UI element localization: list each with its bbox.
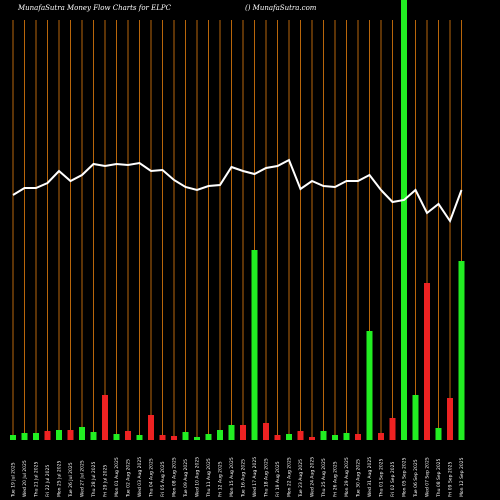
x-tick-label: Fri 22 Jul 2025 [45,465,51,497]
x-tick-label: Mon 08 Aug 2025 [172,457,178,497]
x-tick-label: Fri 09 Sep 2025 [448,462,454,497]
bar [228,425,235,440]
bar [251,250,258,440]
x-tick-label: Tue 06 Sep 2025 [413,459,419,498]
bar [182,432,189,440]
bar [10,435,16,440]
chart-title: MunafaSutra Money Flow Charts for ELPC [17,4,172,12]
bar [79,427,85,440]
bar [102,395,108,440]
x-tick-label: Tue 02 Aug 2025 [126,459,132,498]
bar [90,432,97,440]
bar [205,434,212,440]
price-line [12,158,463,224]
x-tick-label: Wed 10 Aug 2025 [195,457,201,497]
x-tick-label: Mon 22 Aug 2025 [287,457,293,497]
bar [21,433,28,440]
x-tick-label: Mon 29 Aug 2025 [344,457,350,497]
bar [159,435,166,440]
x-tick-label: Mon 01 Aug 2025 [114,457,120,497]
bar [424,283,430,440]
x-tick-label: Wed 31 Aug 2025 [367,457,373,497]
bar [320,431,327,440]
x-tick-label: Thu 28 Jul 2025 [91,462,97,498]
x-tick-label: Tue 23 Aug 2025 [298,459,304,498]
bar [113,434,120,440]
x-tick-label: Thu 21 Jul 2025 [34,462,40,498]
x-tick-label: Mon 05 Sep 2025 [402,457,408,497]
x-tick-label: Thu 08 Sep 2025 [436,458,442,498]
x-tick-label: Tue 16 Aug 2025 [241,459,247,498]
bar [274,435,281,440]
x-tick-label: Wed 24 Aug 2025 [310,457,316,497]
bar [286,434,292,440]
bar [389,418,396,440]
x-tick-label: Thu 04 Aug 2025 [149,458,155,498]
bar [458,261,465,440]
x-tick-label: Fri 29 Jul 2025 [103,465,109,497]
bar [67,430,74,440]
bar [378,433,384,440]
x-tick-label: Fri 19 Aug 2025 [275,461,281,497]
bar [240,425,246,440]
chart-subtitle: () MunafaSutra.com [245,4,317,12]
x-tick-label: Fri 02 Sep 2025 [390,462,396,497]
x-tick-label: Tue 26 Jul 2025 [68,462,74,498]
x-tick-label: Mon 15 Aug 2025 [229,457,235,497]
bar [194,437,200,440]
x-tick-label: Tue 30 Aug 2025 [356,459,362,498]
bar [56,430,62,440]
bar [125,431,131,440]
x-tick-label: Thu 01 Sep 2025 [379,458,385,498]
bar [297,431,304,440]
bar [355,434,361,440]
x-tick-label: Wed 07 Sep 2025 [425,457,431,497]
bar [447,398,453,440]
x-tick-label: Thu 18 Aug 2025 [264,458,270,498]
bar [366,331,373,440]
bar [343,433,350,440]
bar [309,437,315,440]
bar [412,395,419,440]
x-tick-label: Tue 09 Aug 2025 [183,459,189,498]
bar [136,435,143,440]
x-tick-label: Fri 26 Aug 2025 [333,461,339,497]
x-tick-label: Fri 12 Aug 2025 [218,461,224,497]
bar [44,431,51,440]
x-tick-label: Mon 12 Sep 2025 [459,457,465,497]
bar [148,415,154,440]
bar [33,433,39,440]
x-tick-label: Wed 27 Jul 2025 [80,460,86,497]
bar [401,0,407,440]
x-tick-label: Fri 05 Aug 2025 [160,461,166,497]
bar [171,436,177,440]
x-tick-label: Mon 25 Jul 2025 [57,460,63,497]
x-tick-label: Wed 20 Jul 2025 [22,460,28,497]
x-tick-label: Thu 11 Aug 2025 [206,458,212,498]
x-tick-label: Tue 19 Jul 2025 [11,462,17,498]
bar [435,428,442,440]
bar [217,430,223,440]
x-tick-label: Thu 25 Aug 2025 [321,458,327,498]
x-tick-label: Wed 17 Aug 2025 [252,457,258,497]
bar [332,435,338,440]
bar [263,423,269,440]
x-tick-label: Wed 03 Aug 2025 [137,457,143,497]
